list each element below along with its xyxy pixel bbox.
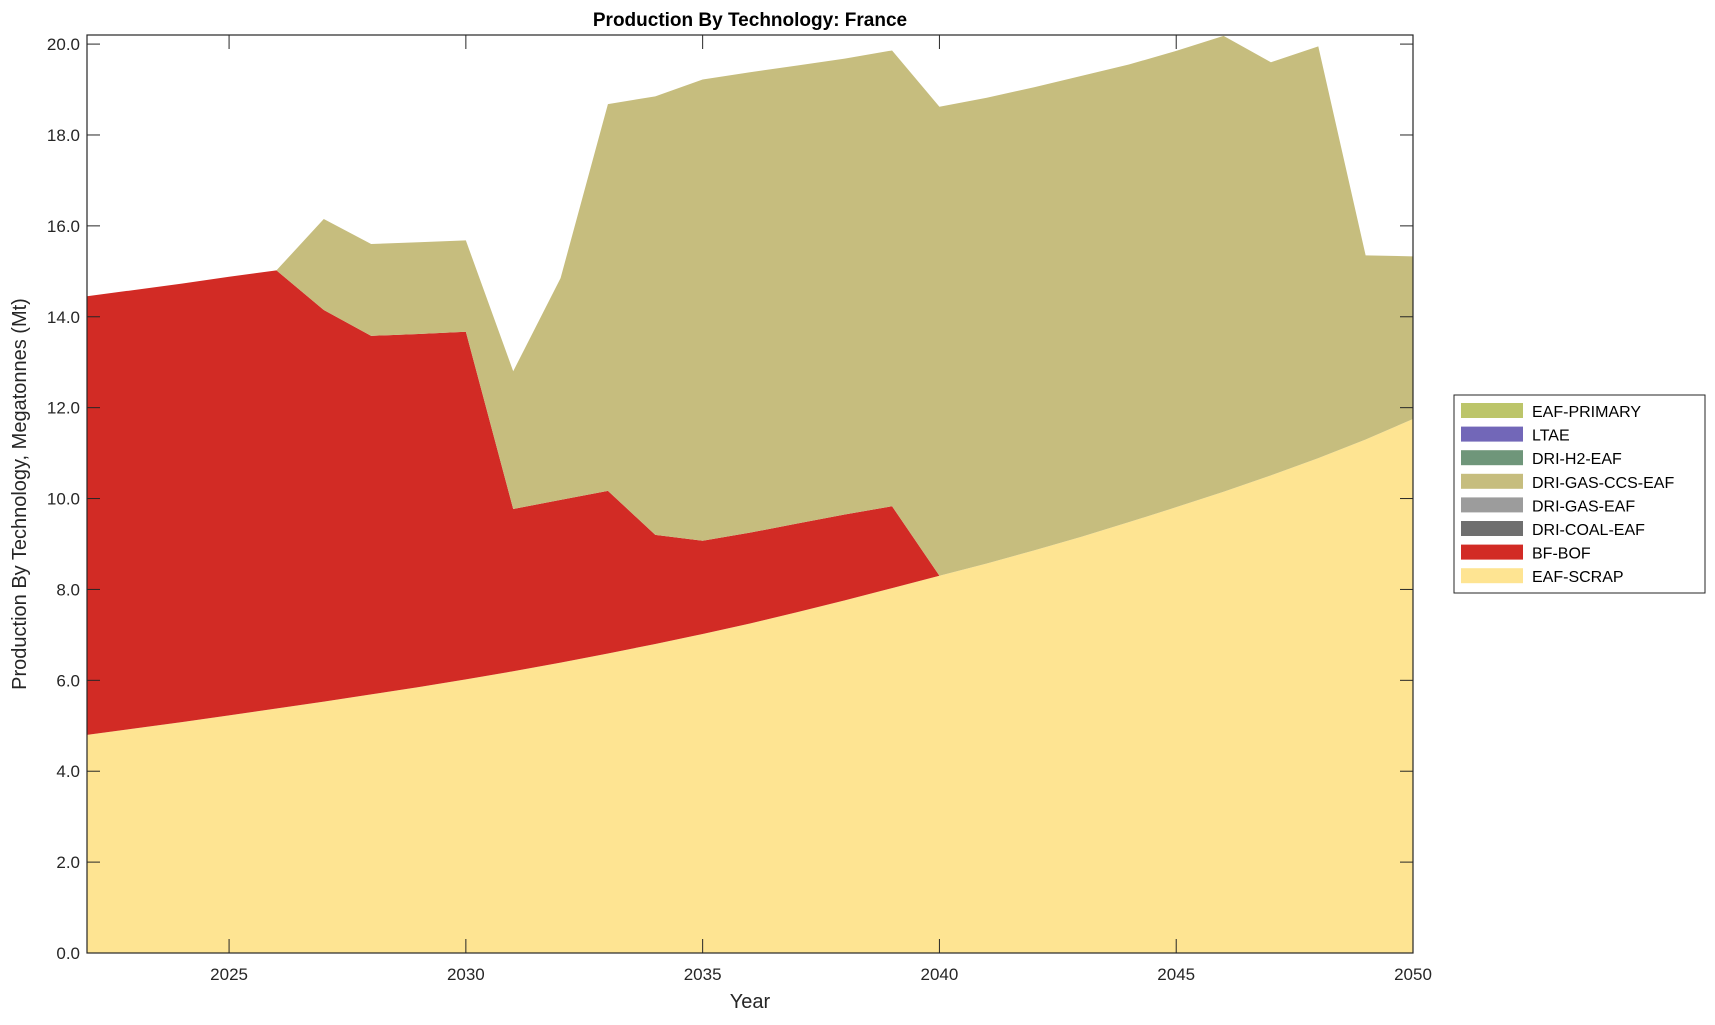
legend-swatch-bf-bof (1461, 544, 1523, 560)
axis-ticks: 2025 2030 2035 2040 2045 2050 0.0 2.0 4.0 6.0 8.0 1… (47, 35, 1432, 984)
area-eaf-scrap (87, 419, 1413, 953)
legend-swatch-dri-gas-eaf (1461, 497, 1523, 513)
y-tick-label: 6.0 (56, 671, 80, 690)
legend-swatch-eaf-primary (1461, 403, 1523, 418)
legend-label-dri-gas-ccs-eaf: DRI-GAS-CCS-EAF (1532, 475, 1674, 492)
x-tick-label: 2050 (1394, 965, 1432, 984)
x-tick-label: 2040 (921, 965, 959, 984)
area-layers (87, 35, 1413, 953)
y-tick-label: 10.0 (47, 490, 80, 509)
legend-label-ltae: LTAE (1532, 428, 1570, 445)
legend: EAF-PRIMARY LTAE DRI-H2-EAF DRI-GAS-CCS-EAF… (1453, 394, 1706, 594)
y-tick-label: 8.0 (56, 580, 80, 599)
x-axis-label: Year (730, 991, 771, 1013)
legend-label-eaf-primary: EAF-PRIMARY (1532, 404, 1641, 421)
legend-label-dri-gas-eaf: DRI-GAS-EAF (1532, 498, 1635, 515)
y-tick-label: 12.0 (47, 399, 80, 418)
legend-label-dri-coal-eaf: DRI-COAL-EAF (1532, 522, 1645, 539)
x-tick-label: 2035 (684, 965, 722, 984)
y-tick-label: 20.0 (47, 35, 80, 54)
y-tick-label: 2.0 (56, 853, 80, 872)
y-tick-label: 16.0 (47, 217, 80, 236)
area-bf-bof (87, 270, 1413, 735)
y-tick-label: 14.0 (47, 308, 80, 327)
legend-label-eaf-scrap: EAF-SCRAP (1532, 569, 1624, 586)
plot-frame (86, 34, 1414, 954)
legend-label-dri-h2-eaf: DRI-H2-EAF (1532, 451, 1622, 468)
x-tick-label: 2025 (210, 965, 248, 984)
legend-swatch-eaf-scrap (1461, 568, 1523, 584)
legend-swatch-dri-coal-eaf (1461, 521, 1523, 536)
legend-label-bf-bof: BF-BOF (1532, 546, 1591, 563)
legend-swatch-dri-h2-eaf (1461, 450, 1523, 466)
legend-swatch-ltae (1461, 426, 1523, 442)
y-tick-label: 4.0 (56, 762, 80, 781)
y-tick-label: 18.0 (47, 126, 80, 145)
y-tick-label: 0.0 (56, 944, 80, 963)
area-dri-gas-ccs-eaf (87, 35, 1413, 576)
legend-box (1453, 394, 1706, 594)
x-tick-label: 2045 (1157, 965, 1195, 984)
legend-swatch-dri-gas-ccs-eaf (1461, 473, 1523, 489)
chart-title: Production By Technology: France (593, 10, 907, 31)
x-tick-label: 2030 (447, 965, 485, 984)
y-axis-label: Production By Technology, Megatonnes (Mt… (9, 298, 31, 690)
